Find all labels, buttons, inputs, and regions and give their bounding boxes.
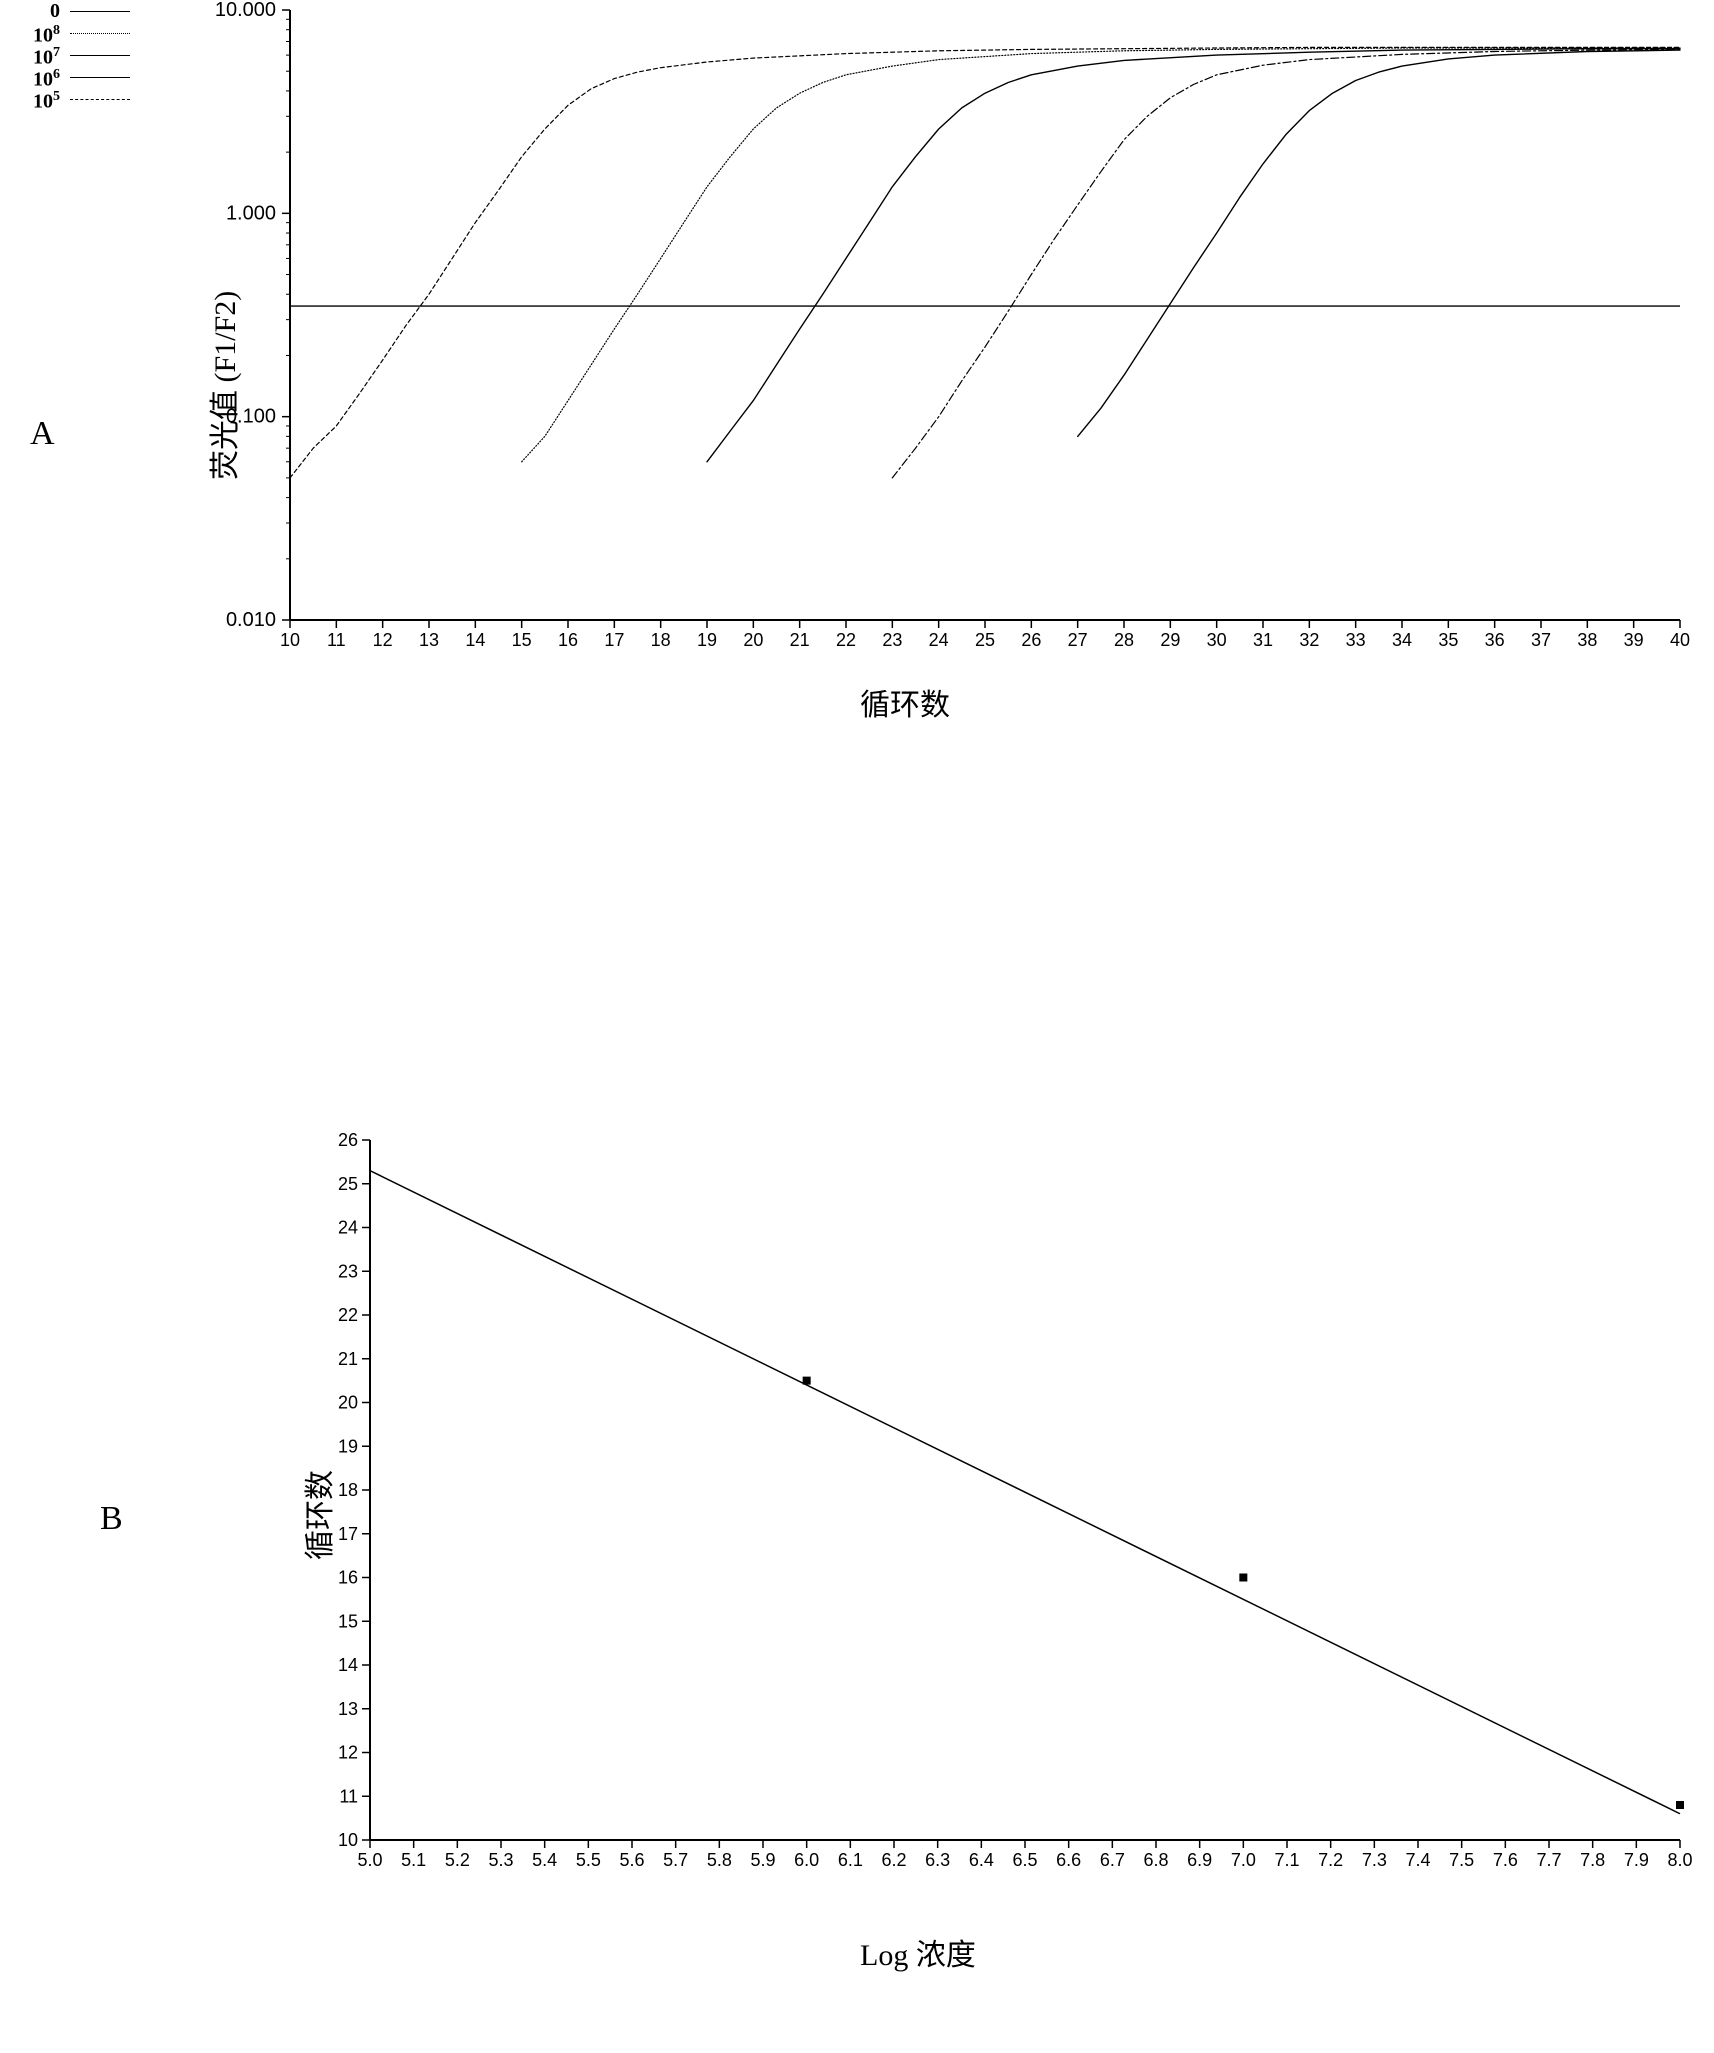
x-tick-label: 5.7 xyxy=(663,1850,688,1870)
x-tick-label: 6.6 xyxy=(1056,1850,1081,1870)
x-tick-label: 5.6 xyxy=(619,1850,644,1870)
y-tick-label: 20 xyxy=(338,1393,358,1413)
y-tick-label: 25 xyxy=(338,1174,358,1194)
y-tick-label: 19 xyxy=(338,1436,358,1456)
data-point xyxy=(803,1377,811,1385)
x-tick-label: 6.3 xyxy=(925,1850,950,1870)
x-tick-label: 6.4 xyxy=(969,1850,994,1870)
x-tick-label: 5.0 xyxy=(357,1850,382,1870)
x-tick-label: 7.3 xyxy=(1362,1850,1387,1870)
x-tick-label: 7.0 xyxy=(1231,1850,1256,1870)
x-tick-label: 5.3 xyxy=(488,1850,513,1870)
y-tick-label: 13 xyxy=(338,1699,358,1719)
y-tick-label: 16 xyxy=(338,1568,358,1588)
y-tick-label: 12 xyxy=(338,1743,358,1763)
page: 0108107106105 A 荧光值 (F1/F2) 0.0100.1001.… xyxy=(0,0,1714,2053)
x-tick-label: 5.8 xyxy=(707,1850,732,1870)
y-tick-label: 21 xyxy=(338,1349,358,1369)
x-tick-label: 6.7 xyxy=(1100,1850,1125,1870)
y-tick-label: 18 xyxy=(338,1480,358,1500)
panel-b-chart: 10 11 12 13 14 15 16 17 18 19 20 21 22 23 24 25 26 5.0 5.1… xyxy=(0,0,1714,2053)
y-tick-label: 15 xyxy=(338,1611,358,1631)
x-tick-label: 6.1 xyxy=(838,1850,863,1870)
panel-b-xlabel: Log 浓度 xyxy=(860,1930,976,1974)
x-tick-label: 8.0 xyxy=(1667,1850,1692,1870)
x-tick-label: 7.7 xyxy=(1536,1850,1561,1870)
y-tick-label: 14 xyxy=(338,1655,358,1675)
y-tick-label: 17 xyxy=(338,1524,358,1544)
x-tick-label: 5.1 xyxy=(401,1850,426,1870)
y-tick-label: 10 xyxy=(338,1830,358,1850)
fit-line xyxy=(370,1171,1680,1814)
x-tick-label: 7.1 xyxy=(1274,1850,1299,1870)
y-tick-label: 26 xyxy=(338,1130,358,1150)
x-tick-label: 6.0 xyxy=(794,1850,819,1870)
x-tick-label: 6.9 xyxy=(1187,1850,1212,1870)
x-tick-label: 7.6 xyxy=(1493,1850,1518,1870)
x-tick-label: 5.2 xyxy=(445,1850,470,1870)
x-tick-label: 6.5 xyxy=(1012,1850,1037,1870)
x-tick-label: 7.5 xyxy=(1449,1850,1474,1870)
y-tick-label: 24 xyxy=(338,1218,358,1238)
x-tick-label: 5.4 xyxy=(532,1850,557,1870)
x-tick-label: 5.9 xyxy=(750,1850,775,1870)
x-tick-label: 7.2 xyxy=(1318,1850,1343,1870)
x-tick-label: 7.4 xyxy=(1405,1850,1430,1870)
x-tick-label: 7.8 xyxy=(1580,1850,1605,1870)
x-tick-label: 5.5 xyxy=(576,1850,601,1870)
y-tick-label: 22 xyxy=(338,1305,358,1325)
data-point xyxy=(1239,1574,1247,1582)
x-tick-label: 7.9 xyxy=(1624,1850,1649,1870)
x-tick-label: 6.8 xyxy=(1143,1850,1168,1870)
y-tick-label: 23 xyxy=(338,1261,358,1281)
y-tick-label: 11 xyxy=(339,1786,358,1806)
x-tick-label: 6.2 xyxy=(881,1850,906,1870)
data-point xyxy=(1676,1801,1684,1809)
